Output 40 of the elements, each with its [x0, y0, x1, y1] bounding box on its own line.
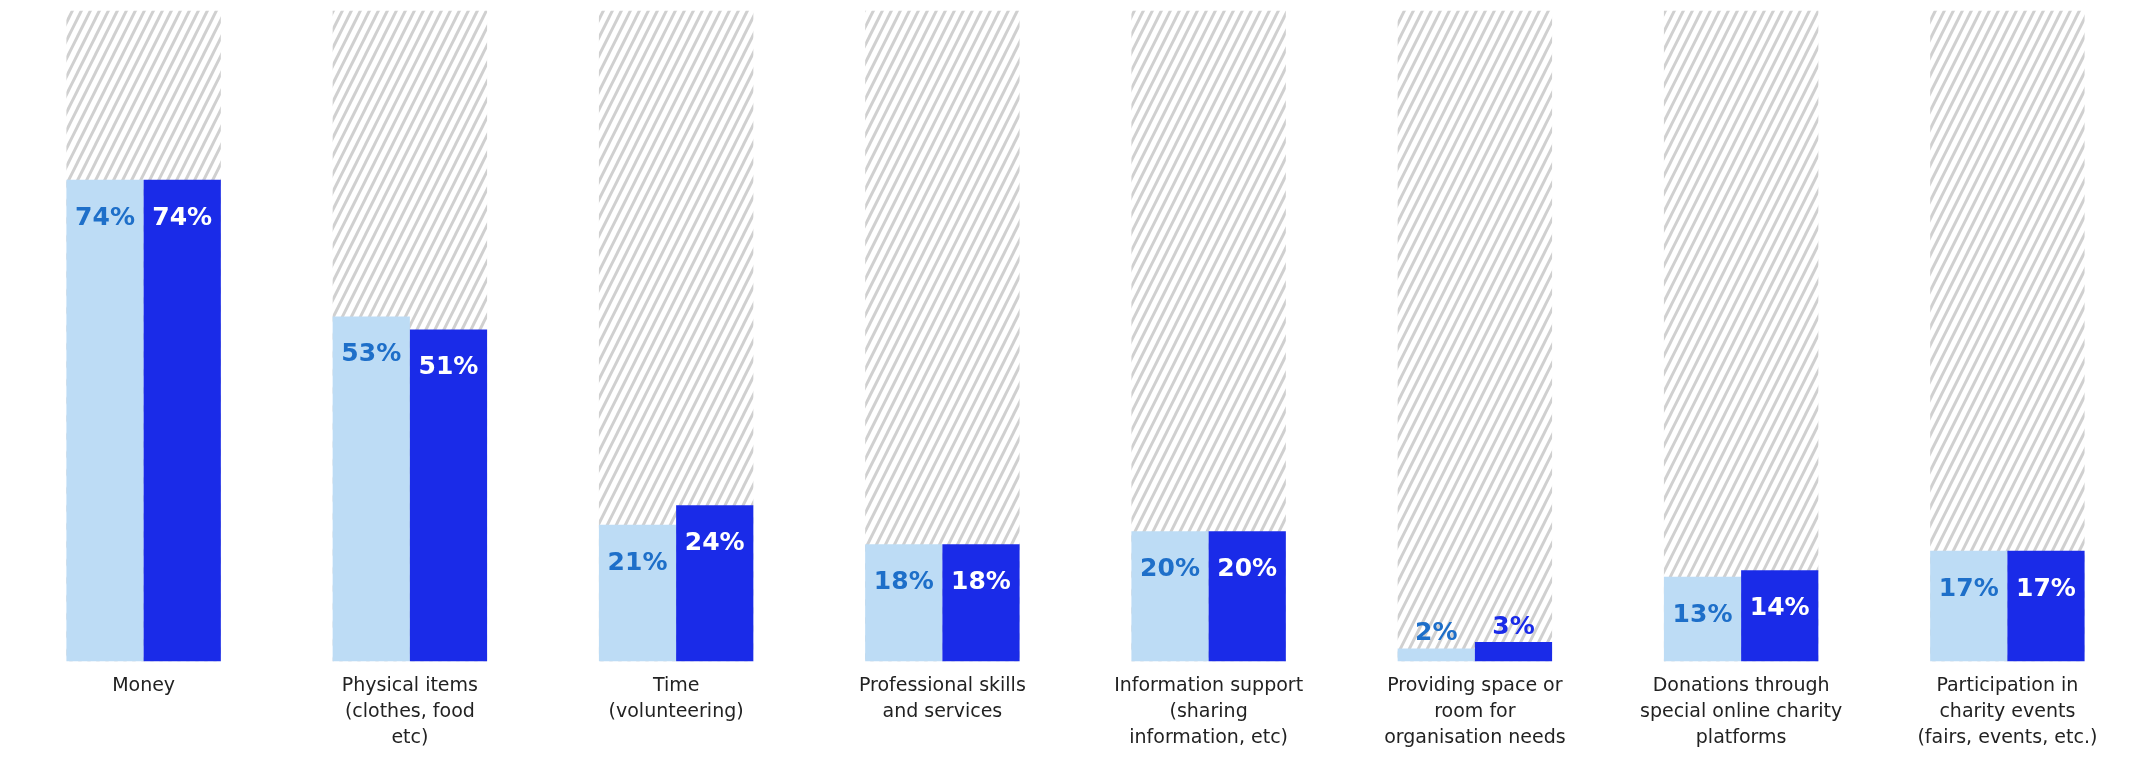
data-label: 24% [684, 527, 745, 557]
bar [1397, 648, 1475, 662]
x-tick-label: Physical items (clothes, food etc) [341, 672, 478, 748]
bar [1208, 531, 1286, 662]
x-tick-label: Participation in charity events (fairs, events, etc.) [1917, 672, 2098, 748]
data-label: 17% [1938, 572, 1999, 602]
data-label: 2% [1415, 617, 1458, 647]
data-label: 53% [341, 338, 402, 368]
data-label: 3% [1492, 610, 1535, 640]
data-label: 21% [607, 546, 668, 576]
bar [143, 179, 221, 662]
bar [1930, 550, 2008, 662]
x-tick-label: Time (volunteering) [608, 672, 744, 721]
x-tick-label: Information support (sharing information, etc) [1114, 672, 1304, 748]
data-label: 17% [2016, 572, 2076, 602]
bar [1741, 570, 1819, 662]
data-label: 18% [951, 566, 1011, 596]
bar [676, 505, 754, 662]
x-tick-label: Professional skills and services [858, 672, 1026, 721]
data-label: 51% [418, 351, 479, 381]
bar [332, 316, 410, 662]
data-label: 74% [152, 201, 213, 231]
bar [1131, 531, 1209, 662]
data-label: 20% [1217, 553, 1278, 583]
data-label: 14% [1749, 592, 1810, 622]
bar [409, 329, 488, 662]
x-tick-label: Providing space or room for organisation needs [1384, 672, 1566, 748]
bar [1663, 576, 1742, 662]
bar [2007, 550, 2085, 662]
data-label: 18% [873, 566, 934, 596]
bar [865, 544, 943, 662]
bar [66, 179, 144, 662]
bar [598, 524, 677, 662]
bar [942, 544, 1020, 662]
x-tick-label: Donations through special online charity platforms [1640, 672, 1843, 748]
bar [1474, 641, 1553, 662]
data-label: 74% [75, 201, 135, 231]
data-label: 20% [1140, 553, 1200, 583]
x-tick-label: Money [112, 672, 176, 695]
data-label: 13% [1672, 598, 1733, 628]
